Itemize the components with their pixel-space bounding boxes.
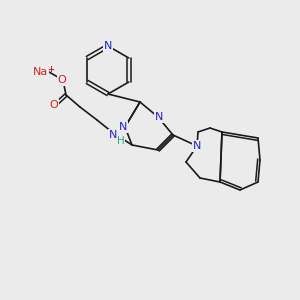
Text: N: N [109,130,117,140]
Text: N: N [193,141,201,151]
Text: H: H [117,136,125,146]
Text: N: N [155,112,163,122]
Text: O: O [58,75,66,85]
Text: O: O [50,100,58,110]
Text: Na: Na [33,67,49,77]
Text: N: N [104,41,112,51]
Text: N: N [119,122,127,132]
Text: +: + [47,64,55,74]
